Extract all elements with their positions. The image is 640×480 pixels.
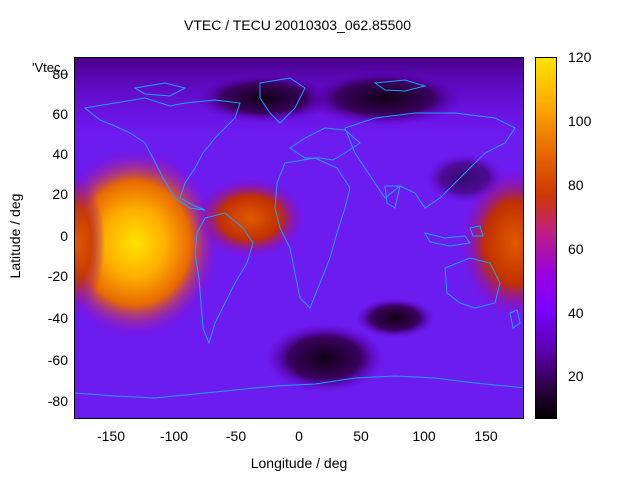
tec-low-region (195, 73, 335, 123)
y-tick: -40 (47, 310, 68, 326)
y-tick: 80 (52, 66, 68, 82)
series-label: 'Vtec_ (32, 60, 68, 75)
x-tick: -50 (225, 428, 247, 444)
x-tick: 100 (412, 428, 436, 444)
colorbar-tick: 40 (568, 305, 584, 321)
x-tick: 150 (474, 428, 498, 444)
x-tick: -100 (159, 428, 189, 444)
y-tick: -80 (47, 393, 68, 409)
vtec-map-plot (74, 57, 524, 419)
y-tick: 20 (52, 186, 68, 202)
colorbar-tick: 100 (568, 113, 592, 129)
tec-low-region (305, 70, 465, 126)
y-tick: -60 (47, 352, 68, 368)
vtec-map-svg (75, 58, 523, 418)
tec-high-region (75, 148, 220, 338)
x-tick: 0 (295, 428, 303, 444)
y-tick: 60 (52, 106, 68, 122)
colorbar-tick: 120 (568, 49, 592, 65)
tec-high-region (75, 173, 105, 313)
x-tick: -150 (96, 428, 126, 444)
colorbar (535, 57, 557, 419)
tec-low-region (265, 323, 385, 393)
y-axis-label: Latitude / deg (7, 193, 23, 279)
y-tick: -20 (47, 268, 68, 284)
x-axis-label: Longitude / deg (250, 455, 348, 471)
colorbar-tick: 60 (568, 241, 584, 257)
tec-low-region (355, 298, 435, 338)
tec-high-region (460, 168, 523, 318)
coastlines (75, 77, 523, 399)
x-tick: 50 (353, 428, 369, 444)
colorbar-tick: 80 (568, 177, 584, 193)
tec-high-region (195, 178, 305, 258)
map-title: VTEC / TECU 20010303_062.85500 (183, 17, 411, 33)
y-tick: 0 (60, 228, 68, 244)
y-tick: 40 (52, 146, 68, 162)
colorbar-tick: 20 (568, 368, 584, 384)
